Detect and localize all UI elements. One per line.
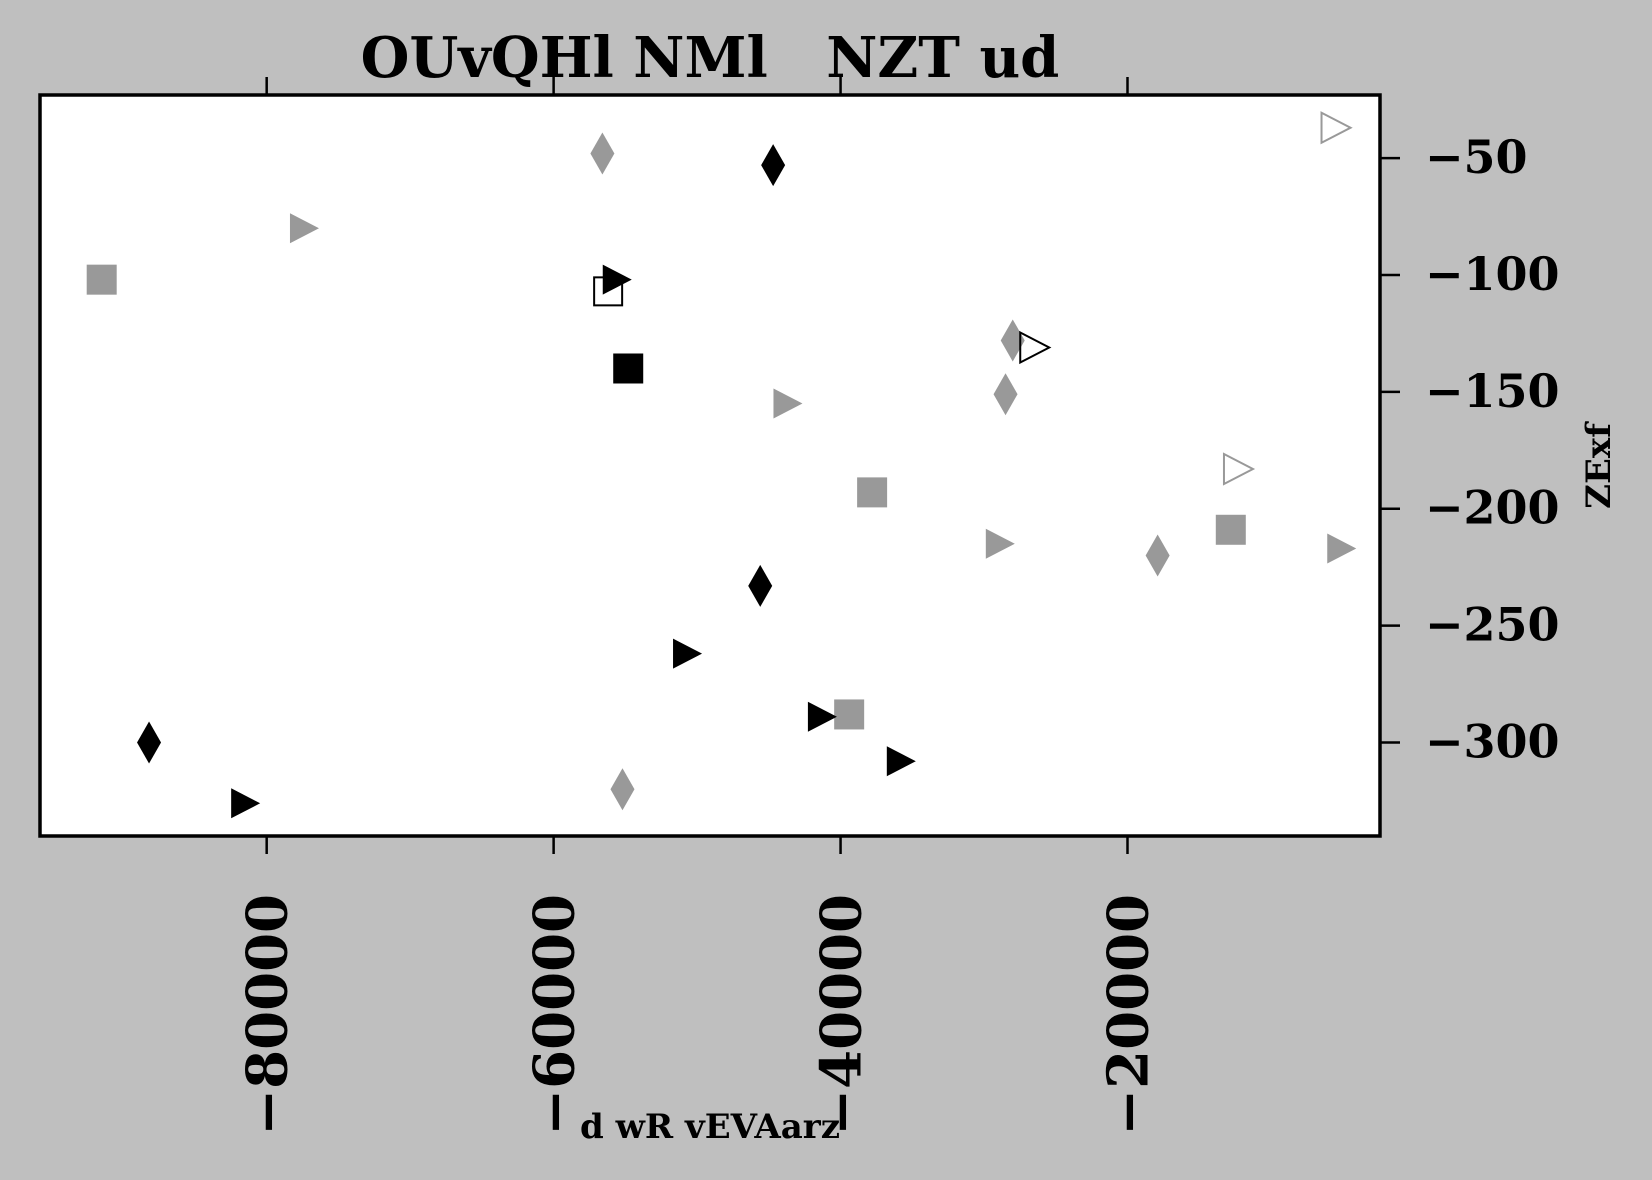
data-point-square: [834, 699, 865, 730]
axis-ticks: −80000 −60000 −40000 −20000 −50 −100 −150 −200 −…: [235, 77, 1560, 1136]
x-tick-label: −80000: [235, 894, 301, 1136]
x-tick-label: −40000: [809, 894, 875, 1136]
chart-title: OUvQHl NMl NZT ud: [361, 25, 1060, 91]
data-point-diamond: [590, 132, 615, 175]
y-tick-label: −50: [1425, 130, 1528, 184]
data-point-triangle: [231, 788, 261, 819]
data-point-triangle: [807, 701, 837, 732]
data-point-triangle: [673, 638, 703, 669]
data-point-triangle: [773, 388, 803, 419]
y-tick-label: −150: [1425, 364, 1560, 418]
x-tick-label: −20000: [1095, 894, 1161, 1136]
data-point-triangle: [985, 528, 1015, 559]
data-point-diamond: [1145, 534, 1170, 577]
data-points: [86, 111, 1357, 819]
data-point-diamond: [761, 144, 786, 187]
y-axis-label: ZExf: [1579, 421, 1619, 509]
data-point-diamond: [610, 768, 635, 811]
data-point-square: [613, 353, 644, 384]
data-point-triangle: [602, 264, 632, 295]
data-point-square: [1215, 514, 1246, 545]
plot-frame: [38, 93, 1382, 838]
data-point-triangle: [289, 213, 319, 244]
data-point-diamond: [137, 721, 162, 764]
data-point-square: [857, 477, 888, 508]
data-point-diamond: [748, 564, 773, 607]
plot-area: [40, 95, 1380, 836]
y-tick-label: −300: [1425, 714, 1560, 768]
y-tick-label: −100: [1425, 247, 1560, 301]
data-point-diamond: [993, 373, 1018, 416]
data-point-diamond: [1000, 319, 1025, 362]
data-point-triangle-open: [1222, 452, 1256, 486]
data-point-triangle: [886, 746, 916, 777]
y-tick-label: −200: [1425, 481, 1560, 535]
data-point-triangle-open: [1019, 330, 1052, 365]
x-axis-label: d wR vEVAarz: [580, 1107, 840, 1147]
data-point-triangle-open: [1320, 111, 1353, 145]
data-point-triangle: [1327, 533, 1357, 564]
data-point-square: [86, 264, 117, 295]
y-tick-label: −250: [1425, 598, 1560, 652]
x-tick-label: −60000: [522, 894, 588, 1136]
